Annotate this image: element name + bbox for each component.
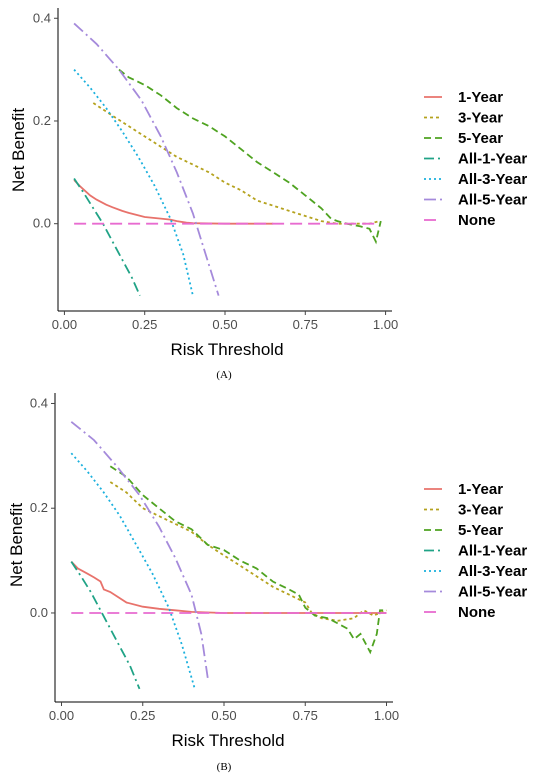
series-line-all-1-year	[70, 561, 141, 690]
y-tick-label: 0.0	[30, 605, 48, 620]
series-line-3-year	[109, 481, 387, 622]
legend-label: All-5-Year	[458, 192, 527, 209]
legend-label: 1-Year	[458, 89, 503, 106]
x-tick-label: 0.50	[212, 317, 237, 332]
legend-label: All-1-Year	[458, 543, 527, 560]
series-line-all-1-year	[73, 178, 141, 296]
legend-label: 3-Year	[458, 502, 503, 519]
legend-label: 3-Year	[458, 110, 503, 127]
y-axis-title: Net Benefit	[9, 108, 28, 192]
y-axis-title: Net Benefit	[7, 503, 26, 587]
legend-label: All-3-Year	[458, 563, 527, 580]
series-line-5-year	[109, 465, 387, 655]
x-tick-label: 0.75	[293, 708, 318, 723]
series-line-all-5-year	[73, 22, 220, 296]
x-tick-label: 1.00	[374, 708, 399, 723]
x-tick-label: 0.00	[49, 708, 74, 723]
legend-label: None	[458, 604, 496, 621]
y-tick-label: 0.0	[33, 216, 51, 231]
series-line-1-year	[73, 179, 274, 225]
x-tick-label: 0.50	[211, 708, 236, 723]
y-tick-label: 0.4	[30, 395, 48, 410]
series-line-3-year	[92, 102, 380, 225]
y-tick-label: 0.2	[30, 500, 48, 515]
legend: 1-Year 3-Year 5-Year All-1-Year All-3-Year Al…	[424, 481, 527, 621]
legend-label: None	[458, 212, 496, 229]
legend-label: 5-Year	[458, 130, 503, 147]
legend-label: All-3-Year	[458, 171, 527, 188]
tick-layer: 0.00 0.25 0.50 0.75 1.00 0.0 0.2 0.4	[30, 395, 399, 723]
panel-label: (B)	[217, 761, 232, 773]
tick-layer: 0.00 0.25 0.50 0.75 1.00 0.0 0.2 0.4	[33, 10, 398, 332]
legend-label: 1-Year	[458, 481, 503, 498]
series-line-all-5-year	[70, 421, 209, 679]
series-line-all-3-year	[73, 69, 194, 296]
chart-panel-b: 0.00 0.25 0.50 0.75 1.00 0.0 0.2 0.4 Risk Thres…	[7, 393, 527, 773]
x-tick-label: 1.00	[373, 317, 398, 332]
plot-area	[73, 22, 382, 296]
plot-area	[70, 421, 387, 690]
legend-label: All-1-Year	[458, 151, 527, 168]
x-tick-label: 0.25	[130, 708, 155, 723]
legend-label: 5-Year	[458, 522, 503, 539]
legend-label: All-5-Year	[458, 584, 527, 601]
series-line-1-year	[70, 560, 387, 614]
panel-label: (A)	[216, 369, 232, 381]
x-axis-title: Risk Threshold	[171, 731, 284, 750]
x-axis-title: Risk Threshold	[170, 340, 283, 359]
legend: 1-Year 3-Year 5-Year All-1-Year All-3-Year Al…	[424, 89, 527, 229]
y-tick-label: 0.2	[33, 113, 51, 128]
x-tick-label: 0.75	[293, 317, 318, 332]
x-tick-label: 0.25	[132, 317, 157, 332]
y-tick-label: 0.4	[33, 10, 51, 25]
series-line-all-3-year	[70, 452, 196, 690]
chart-panel-a: 0.00 0.25 0.50 0.75 1.00 0.0 0.2 0.4 Risk Thres…	[9, 8, 527, 381]
x-tick-label: 0.00	[52, 317, 77, 332]
series-line-5-year	[118, 68, 382, 245]
